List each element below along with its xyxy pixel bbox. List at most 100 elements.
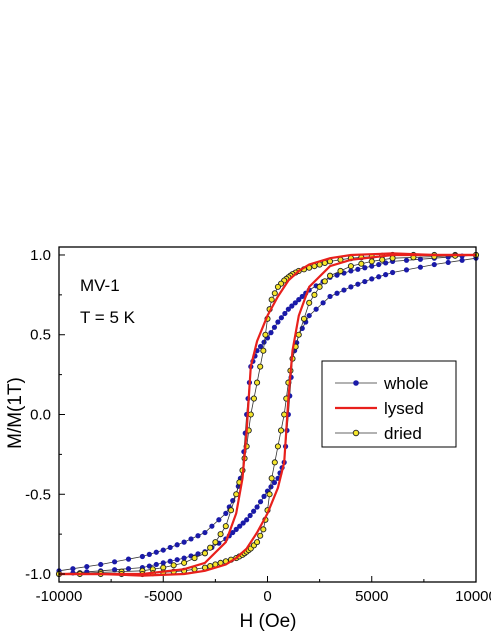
- data-point-whole: [403, 267, 410, 273]
- y-axis-title: M/M(1T): [5, 377, 26, 449]
- data-point-whole: [362, 265, 368, 271]
- data-point-whole: [181, 539, 187, 545]
- data-point-whole: [112, 559, 118, 565]
- data-point-dried: [254, 539, 261, 546]
- data-point-dried: [257, 532, 264, 539]
- data-point-whole: [181, 555, 187, 561]
- data-point-dried: [271, 290, 278, 297]
- data-point-dried: [389, 255, 396, 262]
- data-point-whole: [417, 256, 423, 262]
- data-point-whole: [271, 324, 278, 330]
- data-point-whole: [403, 257, 410, 263]
- data-point-whole: [160, 547, 166, 553]
- data-point-dried: [271, 459, 278, 466]
- data-point-whole: [216, 517, 222, 523]
- data-point-whole: [125, 566, 132, 572]
- data-point-whole: [369, 263, 375, 269]
- data-point-dried: [222, 523, 229, 530]
- data-point-dried: [217, 531, 224, 538]
- data-point-whole: [355, 281, 361, 287]
- data-point-dried: [233, 491, 240, 498]
- data-point-dried: [347, 263, 354, 270]
- y-tick-label: -1.0: [25, 566, 51, 583]
- data-point-dried: [212, 539, 219, 546]
- data-point-dried: [201, 550, 208, 557]
- data-point-whole: [320, 300, 326, 306]
- data-point-whole: [306, 312, 312, 319]
- data-point-whole: [369, 276, 375, 282]
- data-point-dried: [262, 331, 269, 338]
- temperature-label: T = 5 K: [80, 308, 136, 327]
- data-point-dried: [379, 256, 386, 263]
- data-point-dried: [306, 299, 313, 306]
- data-point-whole: [268, 330, 274, 336]
- data-point-dried: [254, 379, 261, 386]
- data-point-dried: [274, 443, 281, 450]
- data-point-dried: [260, 526, 267, 533]
- data-point-whole: [209, 523, 215, 529]
- data-point-whole: [195, 551, 201, 557]
- sample-label: MV-1: [80, 276, 120, 295]
- data-point-whole: [431, 261, 437, 268]
- data-point-whole: [278, 315, 284, 321]
- data-point-dried: [170, 562, 177, 569]
- data-point-whole: [174, 557, 180, 563]
- data-point-dried: [257, 363, 264, 370]
- data-point-whole: [355, 266, 361, 272]
- data-point-whole: [376, 261, 382, 268]
- series-whole: [56, 252, 479, 577]
- data-point-dried: [266, 491, 273, 498]
- data-point-whole: [139, 553, 145, 560]
- data-point-whole: [271, 479, 278, 486]
- data-point-whole: [230, 529, 236, 536]
- data-point-whole: [257, 343, 264, 350]
- data-point-whole: [417, 264, 423, 270]
- data-point-dried: [207, 544, 214, 551]
- data-point-whole: [257, 499, 264, 505]
- data-point-whole: [202, 529, 208, 536]
- x-axis-title: H (Oe): [240, 611, 297, 632]
- data-point-dried: [274, 283, 281, 290]
- data-point-whole: [195, 533, 201, 539]
- data-point-whole: [289, 303, 295, 309]
- data-point-dried: [278, 427, 285, 434]
- data-point-whole: [376, 274, 382, 280]
- data-point-dried: [227, 507, 235, 514]
- data-point-dried: [326, 272, 334, 279]
- data-point-whole: [160, 560, 166, 566]
- data-point-whole: [251, 508, 257, 514]
- data-point-whole: [282, 310, 288, 317]
- x-tick-label: -10000: [36, 588, 83, 605]
- data-point-whole: [223, 510, 229, 517]
- series-line-lysed: [59, 252, 476, 576]
- data-point-whole: [98, 561, 104, 568]
- legend-marker-dried: [352, 429, 360, 437]
- data-point-whole: [233, 526, 239, 532]
- data-point-dried: [247, 411, 254, 418]
- data-point-whole: [167, 544, 173, 551]
- data-point-dried: [191, 555, 198, 562]
- data-point-dried: [181, 559, 188, 566]
- data-point-whole: [445, 259, 451, 266]
- data-point-whole: [167, 558, 173, 564]
- legend-label-dried: dried: [384, 424, 422, 443]
- data-point-dried: [321, 278, 328, 285]
- x-tick-label: -5000: [144, 588, 182, 605]
- data-point-whole: [244, 517, 250, 523]
- y-tick-label: 0.0: [30, 407, 51, 424]
- data-point-whole: [261, 493, 267, 499]
- data-point-whole: [313, 306, 319, 312]
- data-point-whole: [348, 268, 354, 274]
- legend-label-lysed: lysed: [384, 399, 424, 418]
- data-point-dried: [300, 315, 308, 322]
- data-point-whole: [334, 272, 340, 278]
- data-point-whole: [334, 290, 340, 296]
- data-point-whole: [459, 257, 465, 263]
- data-point-whole: [112, 567, 118, 573]
- data-point-dried: [337, 267, 344, 274]
- series-lysed: [59, 252, 476, 577]
- data-point-whole: [174, 542, 180, 548]
- x-tick-label: 0: [263, 588, 271, 605]
- data-point-whole: [341, 287, 347, 293]
